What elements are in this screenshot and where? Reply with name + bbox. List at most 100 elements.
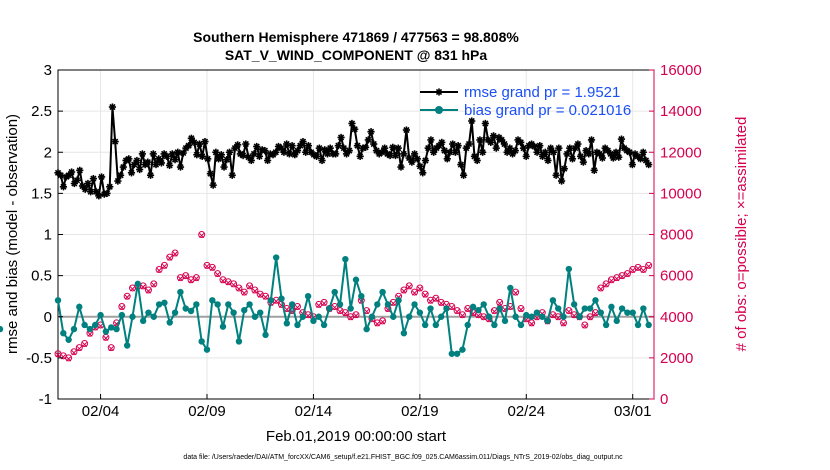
bias-point [187, 307, 195, 315]
star-stroke [169, 150, 176, 158]
obs-possible-marker [166, 253, 174, 261]
obs-assimilated-marker [534, 315, 540, 321]
obs-assimilated-stroke [66, 356, 72, 362]
star-stroke [117, 172, 124, 179]
rmse-point [427, 136, 435, 144]
obs-assimilated-stroke [630, 267, 636, 274]
star-stroke [490, 132, 497, 139]
star-stroke [555, 145, 562, 152]
bias-point [533, 309, 541, 316]
chart-title-line2: SAT_V_WIND_COMPONENT @ 831 hPa [225, 47, 488, 63]
obs-assimilated-marker [140, 284, 146, 290]
rmse-point [73, 176, 81, 184]
rmse-point [157, 159, 166, 167]
bias-point [118, 311, 126, 319]
x-tick-label: 02/14 [295, 403, 333, 420]
bias-point [230, 309, 237, 316]
star-stroke [348, 120, 356, 127]
obs-assimilated-stroke [252, 288, 258, 294]
bias-point [453, 350, 461, 357]
bias-point [193, 301, 200, 308]
rmse-point [76, 166, 84, 174]
bias-point [597, 309, 604, 316]
obs-possible-marker [123, 292, 131, 300]
obs-possible-marker [352, 311, 360, 319]
bias-point [427, 305, 434, 312]
obs-assimilated-stroke [523, 317, 529, 323]
rmse-point [416, 162, 424, 170]
star-stroke [185, 142, 192, 149]
obs-possible-marker [341, 309, 349, 317]
bias-point [432, 321, 440, 329]
obs-assimilated-stroke [199, 232, 205, 239]
rmse-point [334, 142, 342, 150]
bias-point [241, 306, 248, 314]
rmse-point [92, 188, 100, 196]
obs-assimilated-marker [236, 286, 242, 292]
bias-point [586, 305, 594, 312]
bias-point [262, 331, 269, 339]
star-stroke [204, 155, 211, 162]
obs-assimilated-stroke [177, 276, 183, 282]
rmse-point [639, 148, 647, 156]
rmse-point [149, 150, 157, 158]
bias-point [374, 301, 381, 308]
star-stroke [498, 136, 505, 144]
obs-possible-marker [293, 302, 301, 310]
obs-assimilated-stroke [619, 274, 625, 280]
obs-possible-marker [246, 282, 254, 290]
obs-assimilated-marker [624, 272, 630, 278]
star-stroke [212, 149, 219, 156]
obs-assimilated-stroke [614, 276, 620, 282]
star-stroke [577, 153, 584, 160]
star-stroke [544, 157, 552, 164]
rmse-point [190, 138, 198, 146]
star-stroke [158, 159, 165, 167]
rmse-point [187, 134, 195, 142]
obs-assimilated-marker [257, 292, 263, 298]
rmse-point [68, 168, 76, 176]
bias-point [134, 280, 142, 288]
rmse-point [103, 189, 111, 197]
obs-assimilated-stroke [321, 300, 327, 306]
bias-point [645, 321, 652, 329]
obs-assimilated-stroke [465, 306, 471, 313]
star-stroke [416, 163, 424, 170]
obs-assimilated-marker [454, 309, 460, 315]
star-stroke [283, 140, 290, 148]
obs-assimilated-marker [513, 290, 519, 296]
star-stroke [327, 145, 334, 152]
star-stroke [536, 142, 543, 149]
bias-line [57, 257, 650, 355]
obs-assimilated-stroke [353, 313, 359, 319]
star-stroke [332, 150, 339, 158]
bias-point [390, 313, 397, 320]
star-stroke [95, 192, 102, 199]
star-stroke [313, 153, 320, 160]
bias-point [523, 311, 530, 319]
star-stroke [370, 140, 377, 148]
rmse-point [438, 138, 446, 146]
obs-possible-marker [623, 270, 631, 278]
obs-assimilated-stroke [582, 323, 588, 329]
rmse-point [59, 183, 68, 191]
star-stroke [572, 145, 579, 152]
star-stroke [493, 145, 500, 152]
rmse-point [179, 149, 187, 157]
bias-point [421, 321, 429, 329]
bias-point [155, 301, 163, 308]
y-tick-label: 2.5 [31, 103, 52, 120]
rmse-point [440, 147, 449, 155]
obs-assimilated-stroke [241, 290, 247, 296]
rmse-point [95, 192, 103, 200]
bias-point [358, 292, 365, 300]
bias-point [512, 313, 519, 320]
bias-point [416, 309, 424, 316]
obs-assimilated-marker [380, 319, 386, 325]
obs-assimilated-marker [231, 282, 237, 288]
y-tick-label: 1.5 [31, 185, 52, 202]
star-stroke [602, 145, 609, 152]
obs-possible-marker [262, 292, 270, 300]
obs-assimilated-marker [262, 294, 269, 300]
